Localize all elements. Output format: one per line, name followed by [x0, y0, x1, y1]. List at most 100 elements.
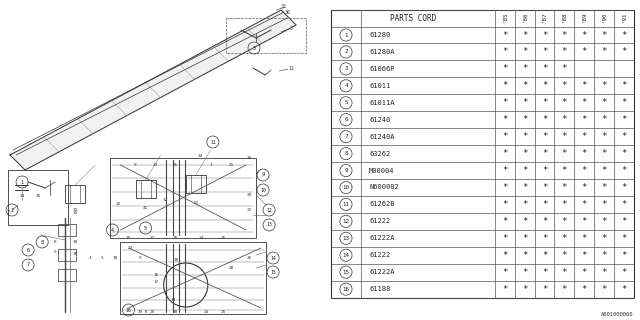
- Text: 29: 29: [150, 310, 156, 314]
- Text: *: *: [502, 98, 508, 107]
- Text: *: *: [522, 115, 527, 124]
- Text: 51: 51: [193, 201, 198, 205]
- Text: 3: 3: [344, 66, 348, 71]
- Text: 4: 4: [344, 83, 348, 88]
- Text: *: *: [562, 234, 567, 243]
- Text: *: *: [621, 166, 627, 175]
- Text: *: *: [542, 47, 547, 56]
- Text: 61280A: 61280A: [369, 49, 395, 55]
- Text: M00004: M00004: [369, 168, 395, 173]
- Text: 11: 11: [288, 66, 294, 70]
- Bar: [58, 269, 76, 281]
- Text: 2: 2: [10, 207, 13, 212]
- Text: 6: 6: [344, 117, 348, 122]
- Text: N600002: N600002: [369, 185, 399, 190]
- Bar: [331, 10, 634, 298]
- Text: *: *: [522, 284, 527, 294]
- Text: 10: 10: [126, 236, 131, 240]
- Bar: [186, 175, 206, 193]
- Text: *: *: [601, 200, 607, 209]
- Text: *: *: [542, 183, 547, 192]
- Text: *: *: [502, 132, 508, 141]
- Text: 61222A: 61222A: [369, 235, 395, 241]
- Text: *: *: [562, 98, 567, 107]
- Text: 2: 2: [6, 210, 10, 214]
- Text: *: *: [502, 64, 508, 73]
- Text: *: *: [562, 115, 567, 124]
- Text: 20: 20: [246, 193, 252, 197]
- Text: *: *: [562, 132, 567, 141]
- Text: 61280: 61280: [369, 32, 390, 38]
- Text: *: *: [601, 284, 607, 294]
- Text: *: *: [601, 115, 607, 124]
- Text: *: *: [621, 217, 627, 226]
- Text: *: *: [562, 200, 567, 209]
- Text: *: *: [601, 30, 607, 39]
- Text: 28: 28: [173, 236, 179, 240]
- Text: 1: 1: [209, 163, 212, 167]
- Text: 7: 7: [26, 262, 29, 268]
- Text: *: *: [581, 251, 587, 260]
- Text: *: *: [621, 132, 627, 141]
- Text: *: *: [601, 132, 607, 141]
- Text: 25: 25: [220, 236, 225, 240]
- Text: 8: 8: [40, 239, 44, 244]
- Text: *: *: [542, 115, 547, 124]
- Text: *: *: [522, 268, 527, 277]
- Text: *: *: [581, 166, 587, 175]
- Text: '89: '89: [582, 12, 587, 22]
- Bar: [8, 170, 68, 225]
- Text: 3: 3: [252, 45, 255, 51]
- Text: 15: 15: [342, 270, 349, 275]
- Text: 4: 4: [111, 228, 114, 233]
- Text: 19: 19: [138, 310, 143, 314]
- Text: 8: 8: [344, 151, 348, 156]
- Text: 63262: 63262: [369, 151, 390, 156]
- Text: 16: 16: [153, 273, 158, 277]
- Text: 61066P: 61066P: [369, 66, 395, 72]
- Text: *: *: [522, 251, 527, 260]
- Bar: [58, 224, 76, 236]
- Text: *: *: [562, 149, 567, 158]
- Text: *: *: [581, 98, 587, 107]
- Text: *: *: [581, 217, 587, 226]
- Text: *: *: [621, 183, 627, 192]
- Text: 5: 5: [101, 256, 104, 260]
- Text: *: *: [581, 284, 587, 294]
- Text: 61011A: 61011A: [369, 100, 395, 106]
- Text: *: *: [522, 64, 527, 73]
- Text: 32: 32: [116, 202, 121, 206]
- Text: 21: 21: [228, 163, 234, 167]
- Text: 3: 3: [290, 26, 292, 30]
- Text: *: *: [522, 217, 527, 226]
- Text: 17: 17: [153, 280, 158, 284]
- Text: 61222A: 61222A: [369, 269, 395, 275]
- Text: *: *: [502, 115, 508, 124]
- Text: A601000060: A601000060: [601, 312, 634, 317]
- Text: *: *: [621, 98, 627, 107]
- Text: *: *: [562, 251, 567, 260]
- Text: *: *: [502, 30, 508, 39]
- Text: *: *: [562, 166, 567, 175]
- Text: 9: 9: [134, 163, 137, 167]
- Text: *: *: [601, 149, 607, 158]
- Text: *: *: [502, 217, 508, 226]
- Text: 11: 11: [210, 140, 216, 145]
- Text: 16: 16: [342, 287, 349, 292]
- Text: *: *: [542, 268, 547, 277]
- Bar: [136, 180, 156, 198]
- Text: PARTS CORD: PARTS CORD: [390, 13, 436, 23]
- Text: *: *: [562, 284, 567, 294]
- Text: *: *: [562, 64, 567, 73]
- Text: *: *: [502, 284, 508, 294]
- Text: 26: 26: [246, 156, 252, 160]
- Text: *: *: [601, 81, 607, 90]
- Bar: [111, 158, 256, 238]
- Text: *: *: [522, 200, 527, 209]
- Text: *: *: [502, 234, 508, 243]
- Text: *: *: [601, 183, 607, 192]
- Text: 18: 18: [173, 258, 179, 262]
- Text: 10: 10: [113, 256, 118, 260]
- Text: 23: 23: [153, 163, 158, 167]
- Text: 61240A: 61240A: [369, 134, 395, 140]
